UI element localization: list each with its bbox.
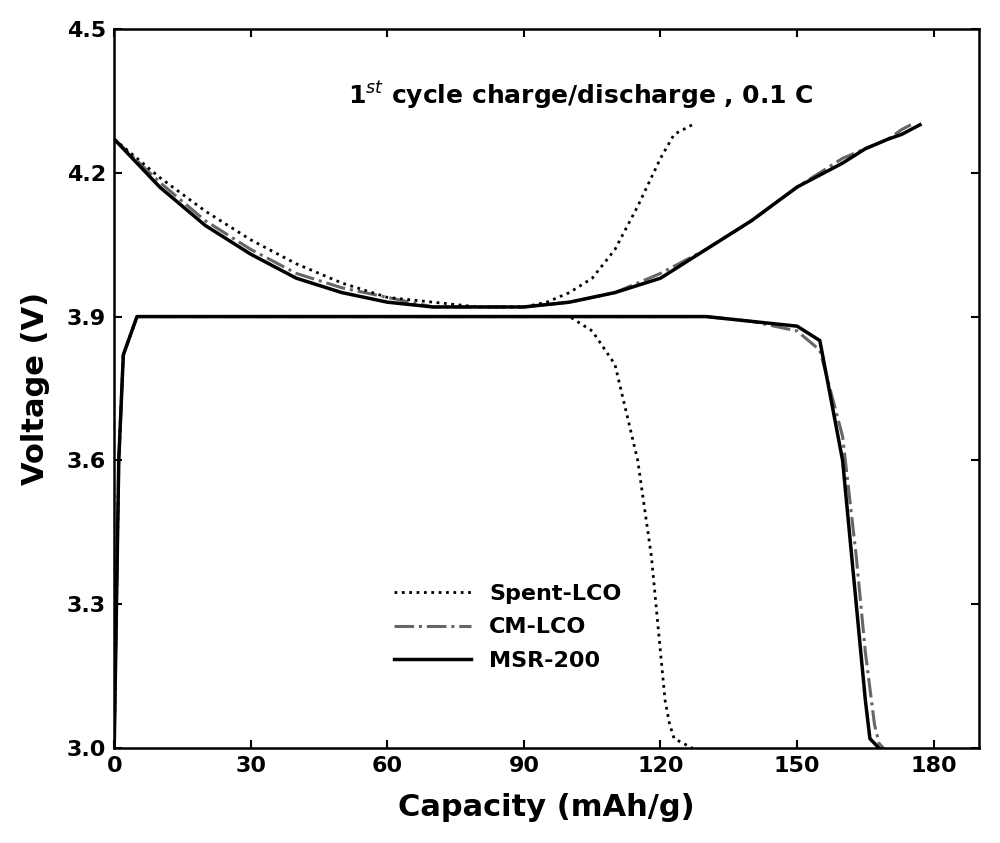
X-axis label: Capacity (mAh/g): Capacity (mAh/g) xyxy=(398,793,695,822)
Y-axis label: Voltage (V): Voltage (V) xyxy=(21,292,50,485)
Text: 1$^{st}$ cycle charge/discharge , 0.1 C: 1$^{st}$ cycle charge/discharge , 0.1 C xyxy=(348,80,813,111)
Legend: Spent-LCO, CM-LCO, MSR-200: Spent-LCO, CM-LCO, MSR-200 xyxy=(385,575,631,679)
